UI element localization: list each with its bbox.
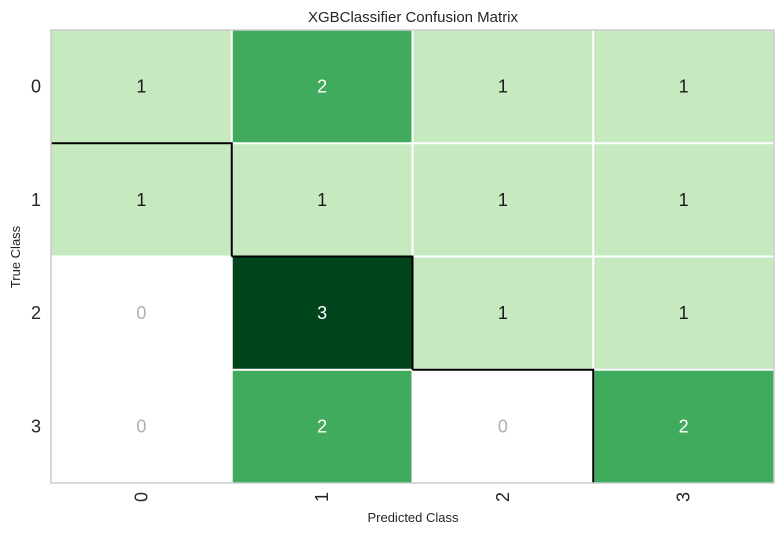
x-tick-label: 3 [674,492,694,502]
x-tick-label: 1 [312,492,332,502]
heatmap-cell [593,30,774,144]
diagonal-outline-path [51,142,595,483]
cell-value-label: 1 [317,190,327,210]
y-tick-label: 1 [31,190,41,210]
x-tick-labels: 0 1 2 3 [131,492,693,502]
x-tick-label: 0 [131,492,151,502]
cell-value-label: 1 [498,303,508,323]
cell-value-label: 1 [679,77,689,97]
heatmap-cell [51,143,232,257]
y-tick-labels: 0 1 2 3 [31,77,41,437]
cell-value-label: 1 [498,77,508,97]
cell-value-label: 0 [136,416,146,436]
heatmap-cell [51,369,232,483]
cell-value-label: 1 [498,190,508,210]
heatmap-cell [231,256,413,370]
cell-value-label: 1 [679,190,689,210]
heatmap-cell [593,256,774,370]
cell-value-labels: 1 2 1 1 1 1 1 1 0 3 1 1 0 2 0 2 [136,77,688,437]
x-axis-label: Predicted Class [367,510,459,525]
cell-value-label: 0 [498,416,508,436]
heatmap-cell [51,30,232,144]
heatmap-cell [412,30,594,144]
heatmap-cell [412,369,594,483]
cell-value-label: 1 [136,77,146,97]
y-tick-label: 2 [31,303,41,323]
plot-frame [50,29,775,484]
heatmap-cell [231,30,413,144]
heatmap-cell [231,143,413,257]
heatmap-cells [51,30,774,483]
diagonal-outline [51,142,595,483]
chart-title: XGBClassifier Confusion Matrix [308,9,519,26]
heatmap-cell [231,369,413,483]
cell-value-label: 1 [136,190,146,210]
cell-value-label: 2 [679,416,689,436]
cell-value-label: 2 [317,77,327,97]
y-tick-label: 3 [31,416,41,436]
heatmap-cell [51,256,232,370]
heatmap-cell [412,143,594,257]
heatmap-cell [412,256,594,370]
y-tick-label: 0 [31,77,41,97]
x-tick-label: 2 [493,492,513,502]
heatmap-cell [593,369,774,483]
cell-value-label: 3 [317,303,327,323]
y-axis-label: True Class [8,225,23,288]
cell-value-label: 0 [136,303,146,323]
heatmap-cell [593,143,774,257]
cell-value-label: 1 [679,303,689,323]
cell-value-label: 2 [317,416,327,436]
